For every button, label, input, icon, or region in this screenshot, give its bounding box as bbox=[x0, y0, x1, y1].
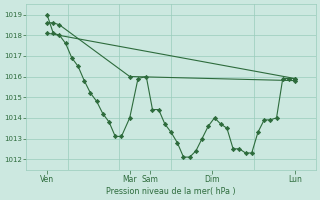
X-axis label: Pression niveau de la mer( hPa ): Pression niveau de la mer( hPa ) bbox=[106, 187, 236, 196]
